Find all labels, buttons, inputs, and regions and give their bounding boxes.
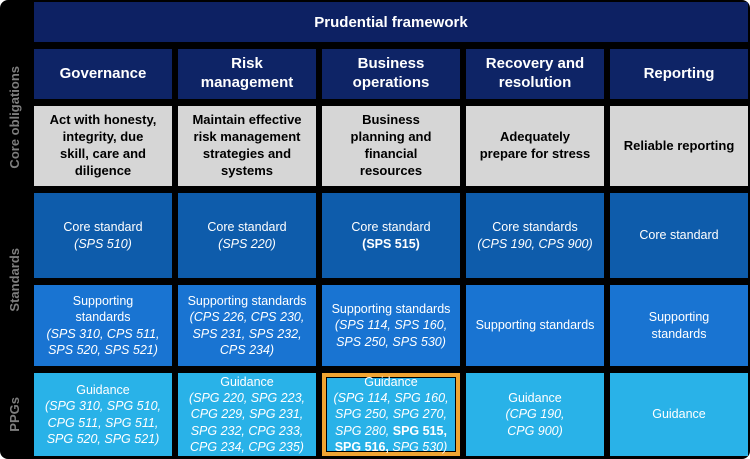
cell-guidance-business-operations-highlighted: Guidance (SPG 114, SPG 160, SPG 250, SPG… xyxy=(322,373,460,456)
guidance-business-operations-title: Guidance xyxy=(364,374,418,389)
column-header-business-operations-text: Business operations xyxy=(352,55,430,91)
guidance-risk-management-refs: (SPG 220, SPG 223, CPG 229, SPG 231, SPG 2… xyxy=(188,391,306,454)
guidance-recovery-resolution-refs: (CPG 190, CPG 900) xyxy=(505,407,565,438)
column-header-recovery-resolution-text: Recovery and resolution xyxy=(485,55,585,91)
cell-supporting-standards-reporting: Supporting standards xyxy=(610,285,748,366)
core-standard-recovery-resolution-refs: (CPS 190, CPS 900) xyxy=(477,236,593,251)
banner-prudential-framework: Prudential framework xyxy=(34,2,748,42)
column-header-recovery-resolution: Recovery and resolution xyxy=(466,49,604,99)
supporting-standards-governance-refs: (SPS 310, CPS 511, SPS 520, SPS 521) xyxy=(46,326,160,357)
core-obligation-business-operations-text: Business planning and financial resources xyxy=(350,112,432,178)
cell-core-obligation-governance: Act with honesty, integrity, due skill, ca… xyxy=(34,106,172,186)
cell-core-standard-recovery-resolution: Core standards (CPS 190, CPS 900) xyxy=(466,193,604,278)
core-standard-business-operations-title: Core standard xyxy=(351,220,431,235)
row-group-label-core-obligations-text: Core obligations xyxy=(6,66,22,169)
supporting-standards-risk-management-refs: (CPS 226, CPS 230, SPS 231, SPS 232, CPS 2… xyxy=(189,310,305,357)
row-group-label-standards: Standards xyxy=(0,193,28,366)
guidance-refs-line-1: (SPG 114, SPG 160, xyxy=(333,391,449,406)
guidance-refs-line-3: SPG 280, SPG 515, xyxy=(335,423,447,438)
guidance-reporting-title: Guidance xyxy=(652,407,706,422)
row-group-label-ppgs: PPGs xyxy=(0,373,28,456)
banner-title: Prudential framework xyxy=(314,13,468,31)
row-group-label-core-obligations: Core obligations xyxy=(0,49,28,186)
row-group-label-ppgs-text: PPGs xyxy=(6,397,22,432)
cell-guidance-risk-management: Guidance (SPG 220, SPG 223, CPG 229, SPG … xyxy=(178,373,316,456)
guidance-governance-refs: (SPG 310, SPG 510, CPG 511, SPG 511, SPG 5… xyxy=(44,399,162,446)
supporting-standards-business-operations-refs: (SPS 114, SPS 160, SPS 250, SPS 530) xyxy=(334,318,448,349)
core-standard-reporting-title: Core standard xyxy=(639,228,719,243)
cell-core-obligation-reporting: Reliable reporting xyxy=(610,106,748,186)
cell-core-obligation-recovery-resolution: Adequately prepare for stress xyxy=(466,106,604,186)
guidance-refs-line-4: SPG 516, SPG 530) xyxy=(334,439,448,454)
cell-core-obligation-business-operations: Business planning and financial resources xyxy=(322,106,460,186)
cell-supporting-standards-risk-management: Supporting standards (CPS 226, CPS 230, S… xyxy=(178,285,316,366)
guidance-risk-management-title: Guidance xyxy=(220,374,274,389)
cell-supporting-standards-governance: Supporting standards (SPS 310, CPS 511, SP… xyxy=(34,285,172,366)
cell-core-standard-risk-management: Core standard (SPS 220) xyxy=(178,193,316,278)
cell-supporting-standards-recovery-resolution: Supporting standards xyxy=(466,285,604,366)
cell-guidance-reporting: Guidance xyxy=(610,373,748,456)
row-group-label-standards-text: Standards xyxy=(6,247,22,312)
column-header-business-operations: Business operations xyxy=(322,49,460,99)
cell-core-obligation-risk-management: Maintain effective risk management strateg… xyxy=(178,106,316,186)
column-header-risk-management: Risk management xyxy=(178,49,316,99)
column-header-reporting: Reporting xyxy=(610,49,748,99)
core-obligation-risk-management-text: Maintain effective risk management strateg… xyxy=(192,112,302,178)
column-header-risk-management-text: Risk management xyxy=(200,55,294,91)
cell-guidance-recovery-resolution: Guidance (CPG 190, CPG 900) xyxy=(466,373,604,456)
core-standard-governance-refs: (SPS 510) xyxy=(74,236,132,251)
supporting-standards-risk-management-title: Supporting standards xyxy=(187,294,307,308)
cell-guidance-governance: Guidance (SPG 310, SPG 510, CPG 511, SPG … xyxy=(34,373,172,456)
column-header-governance-text: Governance xyxy=(59,64,147,82)
core-standard-recovery-resolution-title: Core standards xyxy=(492,220,578,235)
column-header-reporting-text: Reporting xyxy=(643,64,715,82)
guidance-recovery-resolution-title: Guidance xyxy=(508,391,562,406)
core-standard-risk-management-refs: (SPS 220) xyxy=(218,236,276,251)
core-standard-risk-management-title: Core standard xyxy=(207,220,287,235)
core-obligation-reporting-text: Reliable reporting xyxy=(623,137,735,153)
guidance-governance-title: Guidance xyxy=(76,383,130,397)
guidance-refs-line-2: SPG 250, SPG 270, xyxy=(335,407,447,422)
cell-supporting-standards-business-operations: Supporting standards (SPS 114, SPS 160, S… xyxy=(322,285,460,366)
cell-core-standard-business-operations: Core standard (SPS 515) xyxy=(322,193,460,278)
supporting-standards-recovery-resolution-title: Supporting standards xyxy=(475,318,595,333)
supporting-standards-reporting-title: Supporting standards xyxy=(648,310,710,341)
column-header-governance: Governance xyxy=(34,49,172,99)
core-obligation-recovery-resolution-text: Adequately prepare for stress xyxy=(479,129,591,161)
supporting-standards-business-operations-title: Supporting standards xyxy=(331,302,451,317)
cell-core-standard-governance: Core standard (SPS 510) xyxy=(34,193,172,278)
core-standard-governance-title: Core standard xyxy=(63,220,143,235)
core-standard-business-operations-refs: (SPS 515) xyxy=(362,236,420,251)
supporting-standards-governance-title: Supporting standards xyxy=(72,294,134,325)
cell-core-standard-reporting: Core standard xyxy=(610,193,748,278)
core-obligation-governance-text: Act with honesty, integrity, due skill, ca… xyxy=(49,112,157,178)
guidance-business-operations-refs: (SPG 114, SPG 160, SPG 250, SPG 270, SPG… xyxy=(333,390,448,455)
